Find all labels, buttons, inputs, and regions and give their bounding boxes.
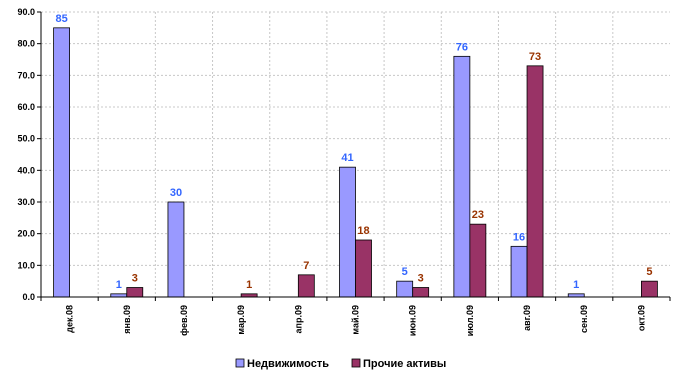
y-tick-label: 0.0 (22, 292, 35, 302)
bar-prochie-aktivy (297, 274, 315, 298)
bar-prochie-aktivy (469, 223, 487, 298)
data-label: 3 (418, 273, 424, 285)
legend: Недвижимость Прочие активы (235, 358, 446, 370)
y-tick-label: 90.0 (17, 7, 35, 17)
bar-nedvizhimost (510, 245, 528, 298)
bar-nedvizhimost (339, 166, 356, 298)
gridlines (41, 11, 670, 297)
bar-prochie-aktivy (355, 239, 372, 298)
x-tick-label: янв.09 (122, 305, 132, 334)
x-tick-label: мар.09 (236, 305, 246, 335)
y-tick-label: 30.0 (17, 197, 35, 207)
data-label: 3 (132, 273, 138, 285)
x-axis-ticks: дек.08 янв.09 фев.09 мар.09 апр.09 май.09 июн.… (65, 305, 647, 336)
x-tick-label: июл.09 (465, 305, 475, 336)
y-tick-label: 50.0 (17, 134, 35, 144)
y-tick-label: 70.0 (17, 70, 35, 80)
bar-nedvizhimost (53, 27, 70, 298)
data-label: 41 (341, 152, 353, 164)
bar-prochie-aktivy (641, 280, 658, 298)
y-axis-ticks: 0.0 10.0 20.0 30.0 40.0 50.0 60.0 70.0 80.0 90.0 (17, 7, 35, 302)
y-tick-label: 80.0 (17, 39, 35, 49)
bar-nedvizhimost (167, 201, 185, 298)
data-label: 23 (472, 209, 484, 221)
data-label: 1 (246, 279, 252, 291)
x-tick-label: май.09 (351, 305, 361, 335)
bar-nedvizhimost (453, 55, 471, 298)
data-label: 1 (116, 279, 122, 291)
y-tick-label: 40.0 (17, 165, 35, 175)
bar-nedvizhimost (396, 280, 414, 298)
data-label: 30 (170, 187, 182, 199)
x-tick-label: апр.09 (293, 305, 303, 333)
data-label: 7 (303, 260, 309, 272)
legend-label: Недвижимость (247, 358, 329, 370)
legend-swatch (235, 358, 245, 368)
bars (53, 27, 658, 298)
x-tick-label: окт.09 (636, 305, 646, 331)
x-tick-label: фев.09 (179, 305, 189, 336)
legend-label: Прочие активы (363, 358, 446, 370)
x-tick-label: сен.09 (579, 305, 589, 333)
bar-prochie-aktivy (126, 287, 144, 298)
y-tick-label: 60.0 (17, 102, 35, 112)
bar-prochie-aktivy (412, 287, 430, 298)
y-tick-label: 10.0 (17, 260, 35, 270)
legend-swatch (351, 358, 361, 368)
data-label: 73 (529, 51, 541, 63)
data-label: 16 (513, 231, 525, 243)
data-label: 5 (402, 266, 408, 278)
x-tick-label: дек.08 (65, 305, 75, 333)
data-label: 18 (357, 225, 369, 237)
data-label: 5 (646, 266, 652, 278)
y-tick-label: 20.0 (17, 229, 35, 239)
data-label: 1 (573, 279, 579, 291)
axes (37, 11, 671, 301)
bar-prochie-aktivy (526, 65, 544, 298)
x-tick-label: авг.09 (522, 305, 532, 331)
data-label: 85 (55, 13, 67, 25)
data-label: 76 (456, 41, 468, 53)
x-tick-label: июн.09 (408, 305, 418, 336)
